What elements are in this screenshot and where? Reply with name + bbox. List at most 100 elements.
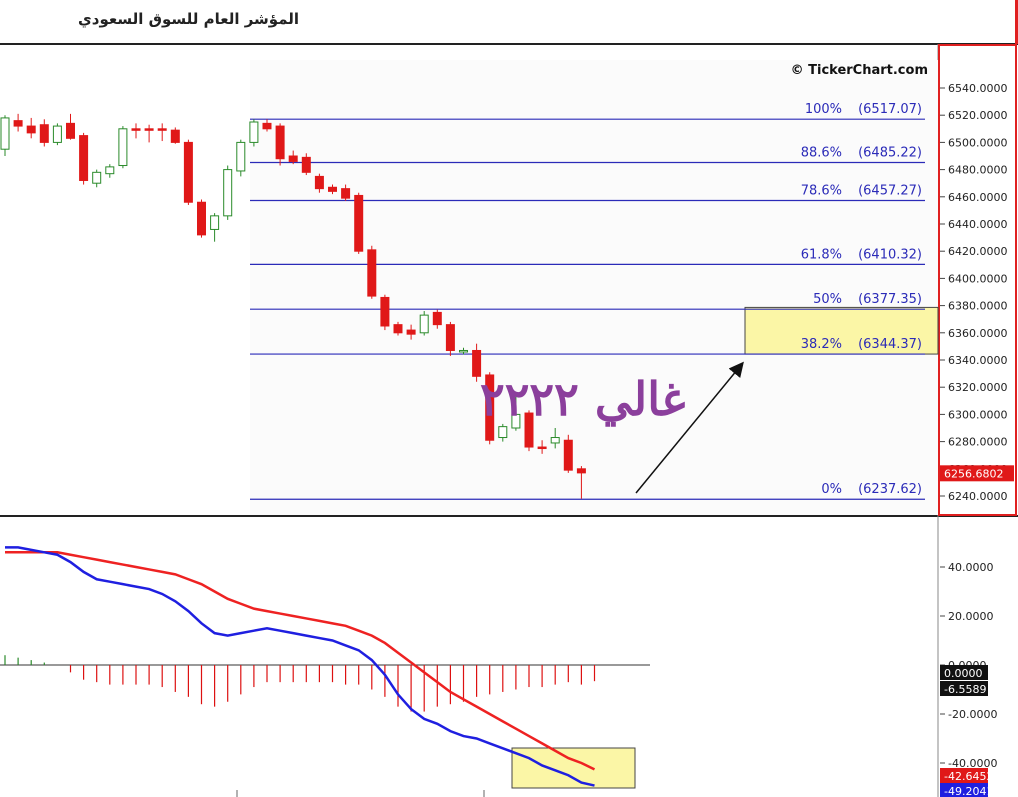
fib-level-label: 88.6% <box>801 146 842 161</box>
candle-body <box>354 194 364 252</box>
title-bar: المؤشر العام للسوق السعودي <box>0 0 938 42</box>
macd-badge: -49.2041 <box>944 785 993 797</box>
fib-level-label: 0% <box>821 482 842 497</box>
candle-body <box>13 120 23 127</box>
candle-body <box>328 186 337 192</box>
signal-line <box>5 551 596 771</box>
candle-body <box>524 412 534 448</box>
price-tick-label: 6520.0000 <box>948 109 1008 122</box>
candle-body <box>419 314 429 334</box>
candle-body <box>498 426 508 439</box>
signal-badge: -42.6452 <box>944 770 993 783</box>
candle-body <box>170 129 180 143</box>
price-tick-label: 6300.0000 <box>948 408 1008 421</box>
price-tick-label: 6320.0000 <box>948 381 1008 394</box>
signal-badge-bg <box>940 768 988 783</box>
candle-body <box>249 121 259 143</box>
candle-body <box>472 349 482 377</box>
fib-price-label: (6344.37) <box>858 337 922 352</box>
price-tick-label: 6420.0000 <box>948 245 1008 258</box>
window-edge <box>1015 0 1018 44</box>
candle-body <box>485 374 495 441</box>
candle-body <box>432 311 442 326</box>
price-tick-label: 6460.0000 <box>948 191 1008 204</box>
macd-badge-bg <box>940 783 988 797</box>
candle-body <box>550 437 560 444</box>
candle-body <box>157 128 167 131</box>
candle-body <box>406 329 416 335</box>
histogram-badge-bg <box>940 681 988 696</box>
candle-body <box>380 296 390 327</box>
macd-zero-badge: 0.0000 <box>944 667 983 680</box>
annotation-text: غالي ٢٢٢٢ <box>480 372 685 427</box>
price-tick-label: 6360.0000 <box>948 327 1008 340</box>
macd-tick-label: -20.0000 <box>948 708 997 721</box>
candle-body <box>275 125 285 160</box>
macd-highlight-box <box>511 747 636 789</box>
price-tick-label: 6540.0000 <box>948 82 1008 95</box>
macd-line <box>5 546 595 787</box>
price-tick-label: 6440.0000 <box>948 218 1008 231</box>
histogram-badge: -6.5589 <box>944 683 986 696</box>
fib-price-label: (6237.62) <box>858 482 922 497</box>
candle-body <box>511 413 521 429</box>
candle-body <box>236 141 246 172</box>
candle-body <box>131 128 141 131</box>
macd-zero-badge-bg <box>940 665 988 680</box>
candle-body <box>197 201 206 236</box>
candle-body <box>210 215 220 230</box>
candle-body <box>66 122 75 139</box>
candle-body <box>262 122 272 130</box>
fib-level-label: 50% <box>813 292 842 307</box>
candle-body <box>314 175 324 190</box>
candle-body <box>223 169 233 217</box>
price-tick-label: 6280.0000 <box>948 436 1008 449</box>
fib-price-label: (6457.27) <box>858 184 922 199</box>
candle-body <box>118 128 128 167</box>
fib-area <box>250 60 938 515</box>
price-tick-label: 6480.0000 <box>948 164 1008 177</box>
candle-body <box>52 125 62 143</box>
candle-body <box>39 124 49 143</box>
candle-body <box>459 349 468 353</box>
price-tick-label: 6380.0000 <box>948 300 1008 313</box>
price-tick-label: 6340.0000 <box>948 354 1008 367</box>
candle-body <box>288 155 298 162</box>
price-tick-label: 6500.0000 <box>948 136 1008 149</box>
fib-level-label: 100% <box>805 102 842 117</box>
candle-body <box>105 166 115 175</box>
candle-body <box>26 125 36 134</box>
candle-body <box>92 171 102 184</box>
fib-level-label: 38.2% <box>801 337 842 352</box>
macd-tick-label: 40.0000 <box>948 561 994 574</box>
current-price-badge <box>940 465 1014 482</box>
candle-body <box>393 324 403 334</box>
price-axis-frame <box>938 44 1017 516</box>
fib-level-label: 78.6% <box>801 184 842 199</box>
candle-body <box>341 188 351 199</box>
target-zone-highlight <box>744 306 939 355</box>
price-tick-label: 6400.0000 <box>948 272 1008 285</box>
fib-price-label: (6410.32) <box>858 247 922 262</box>
candle-body <box>445 324 455 351</box>
candle-body <box>301 156 311 173</box>
candle-body <box>144 128 154 131</box>
candle-body <box>537 446 547 450</box>
trend-arrow <box>635 361 744 494</box>
chart-title: المؤشر العام للسوق السعودي <box>78 10 300 28</box>
candle-body <box>576 468 586 474</box>
watermark: © TickerChart.com <box>791 63 928 78</box>
candle-body <box>183 141 193 203</box>
candle-body <box>0 117 10 150</box>
fib-price-label: (6377.35) <box>858 292 922 307</box>
candle-body <box>367 249 377 297</box>
fib-price-label: (6485.22) <box>858 146 922 161</box>
macd-tick-label: -40.0000 <box>948 757 997 770</box>
fib-price-label: (6517.07) <box>858 102 922 117</box>
price-tick-label: 6240.0000 <box>948 490 1008 503</box>
candle-body <box>79 135 89 181</box>
fib-level-label: 61.8% <box>801 247 842 262</box>
current-price-label: 6256.6802 <box>944 467 1004 480</box>
